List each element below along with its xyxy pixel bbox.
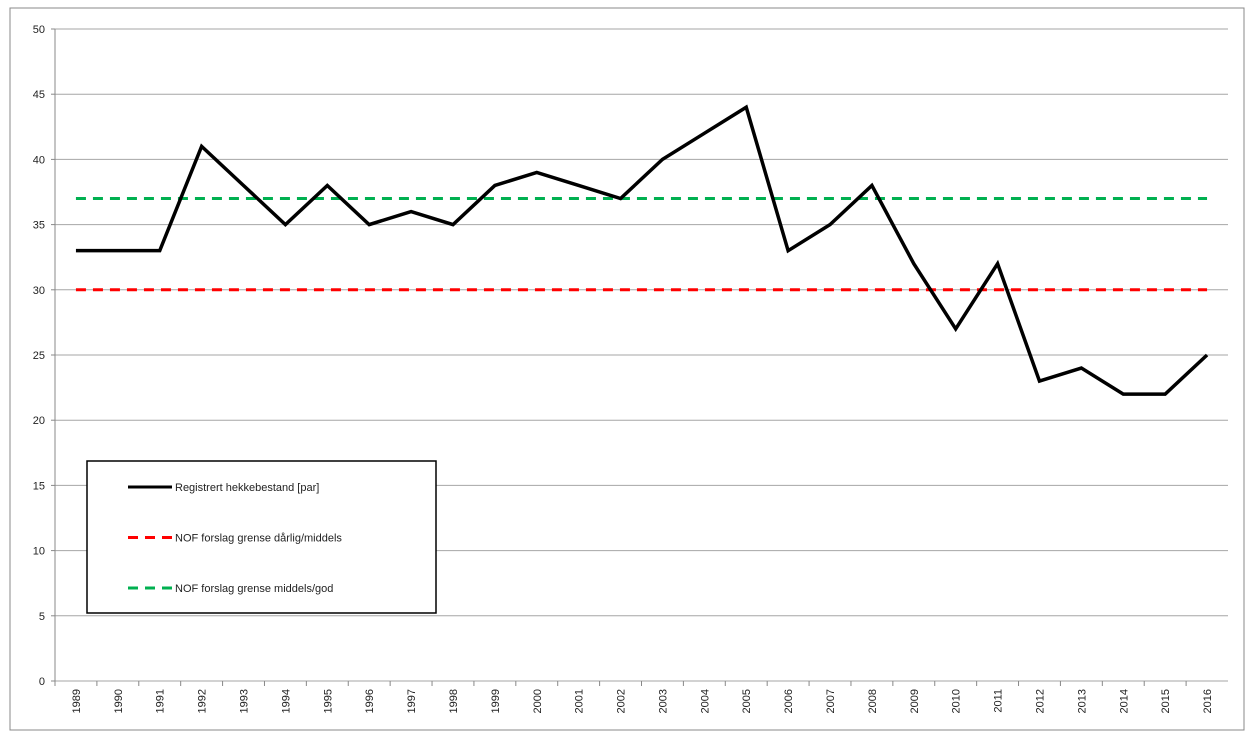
x-tick-label: 1998	[448, 689, 460, 713]
x-tick-label: 2012	[1034, 689, 1046, 713]
legend-label: Registrert hekkebestand [par]	[175, 482, 319, 494]
y-tick-label: 40	[33, 154, 45, 166]
y-tick-label: 45	[33, 89, 45, 101]
x-tick-label: 2015	[1160, 689, 1172, 713]
x-tick-label: 1989	[71, 689, 83, 713]
chart-frame	[9, 7, 1245, 731]
x-tick-label: 1994	[280, 689, 292, 713]
x-tick-label: 2008	[867, 689, 879, 713]
x-tick-label: 2006	[783, 689, 795, 713]
x-tick-label: 2014	[1118, 689, 1130, 713]
x-tick-label: 1996	[364, 689, 376, 713]
y-tick-label: 15	[33, 480, 45, 492]
x-tick-label: 1997	[406, 689, 418, 713]
y-tick-label: 10	[33, 546, 45, 558]
x-tick-label: 2000	[532, 689, 544, 713]
legend-label: NOF forslag grense dårlig/middels	[175, 533, 342, 545]
x-tick-label: 1993	[239, 689, 251, 713]
legend-label: NOF forslag grense middels/god	[175, 583, 333, 595]
x-tick-label: 1999	[490, 689, 502, 713]
y-tick-label: 5	[39, 611, 45, 623]
y-tick-label: 50	[33, 24, 45, 36]
series-line	[75, 104, 1209, 396]
x-tick-label: 2013	[1076, 689, 1088, 713]
x-tick-label: 2010	[951, 689, 963, 713]
x-tick-label: 1992	[197, 689, 209, 713]
x-tick-label: 1991	[155, 689, 167, 713]
x-tick-label: 2011	[993, 689, 1005, 713]
x-tick-label: 2007	[825, 689, 837, 713]
y-tick-label: 0	[39, 676, 45, 688]
x-tick-label: 2001	[574, 689, 586, 713]
x-tick-label: 1995	[322, 689, 334, 713]
y-tick-label: 20	[33, 415, 45, 427]
x-tick-label: 2016	[1202, 689, 1214, 713]
x-tick-label: 2005	[741, 689, 753, 713]
y-tick-label: 30	[33, 285, 45, 297]
x-tick-label: 2009	[909, 689, 921, 713]
y-tick-label: 35	[33, 220, 45, 232]
x-tick-label: 1990	[113, 689, 125, 713]
x-tick-label: 2002	[616, 689, 628, 713]
x-tick-label: 2004	[699, 689, 711, 713]
x-tick-label: 2003	[657, 689, 669, 713]
y-tick-label: 25	[33, 350, 45, 362]
